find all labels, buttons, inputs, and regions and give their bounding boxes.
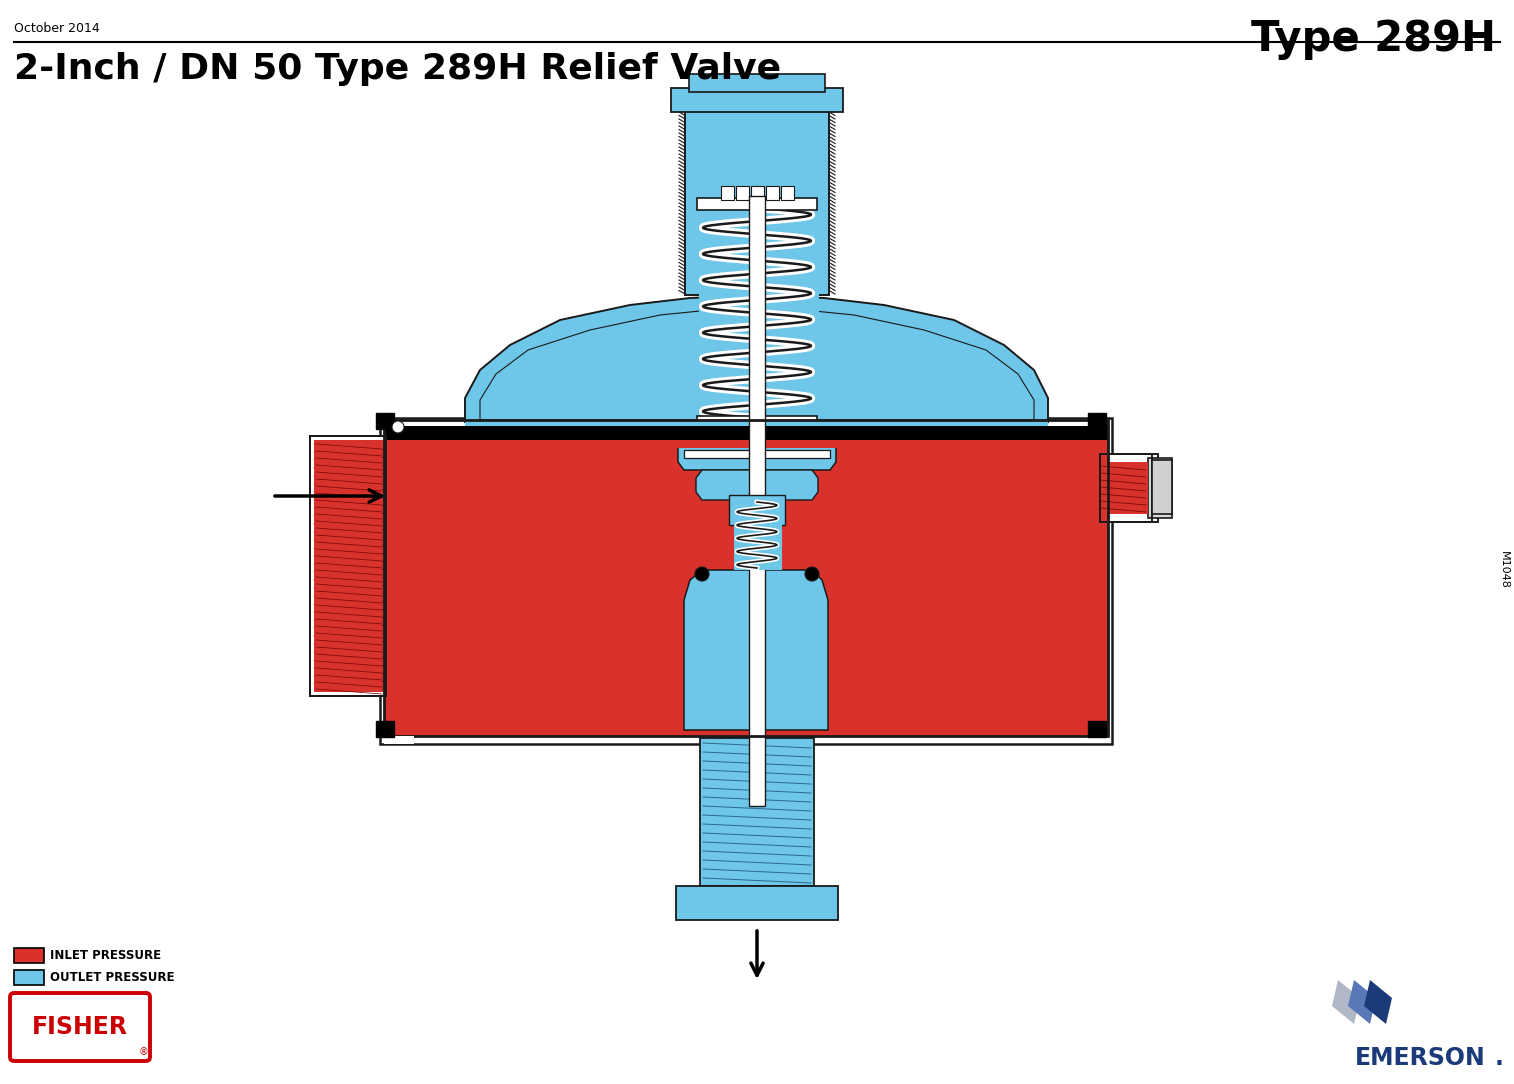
Bar	[699, 204, 819, 422]
Bar	[484, 448, 665, 454]
Text: OUTLET PRESSURE: OUTLET PRESSURE	[50, 971, 174, 984]
Bar	[385, 430, 1108, 736]
Bar	[310, 436, 386, 696]
Text: October 2014: October 2014	[14, 22, 100, 35]
Bar	[781, 186, 793, 201]
Bar	[380, 418, 1111, 744]
Bar	[689, 74, 825, 92]
Text: EMERSON: EMERSON	[1355, 1046, 1485, 1070]
Bar	[734, 500, 783, 570]
Polygon shape	[1332, 980, 1360, 1024]
Bar	[1089, 721, 1107, 737]
Bar	[385, 736, 413, 744]
Bar	[848, 448, 1028, 454]
Ellipse shape	[695, 567, 709, 581]
Bar	[1101, 454, 1158, 522]
Bar	[684, 108, 830, 295]
Bar	[696, 198, 818, 210]
Bar	[313, 440, 382, 692]
Bar	[375, 413, 394, 429]
Text: 2-Inch / DN 50 Type 289H Relief Valve: 2-Inch / DN 50 Type 289H Relief Valve	[14, 52, 781, 86]
Bar	[696, 416, 818, 428]
Polygon shape	[1364, 980, 1391, 1024]
Bar	[684, 108, 830, 295]
Bar	[730, 495, 784, 525]
Polygon shape	[480, 308, 1034, 420]
FancyBboxPatch shape	[11, 993, 150, 1061]
Text: INLET PRESSURE: INLET PRESSURE	[50, 948, 160, 962]
Polygon shape	[678, 440, 836, 470]
Ellipse shape	[392, 421, 404, 433]
Bar	[385, 440, 1108, 448]
Bar	[749, 196, 765, 806]
Ellipse shape	[805, 567, 819, 581]
Polygon shape	[392, 450, 706, 730]
Bar	[385, 420, 1108, 736]
Polygon shape	[696, 470, 818, 500]
Bar	[684, 450, 830, 459]
Bar	[1148, 459, 1172, 518]
Bar	[14, 970, 44, 985]
Bar	[721, 186, 734, 201]
Bar	[385, 426, 1108, 440]
Bar	[310, 436, 386, 696]
Bar	[671, 88, 843, 112]
Polygon shape	[465, 295, 1048, 422]
Bar	[1101, 454, 1152, 522]
Bar	[14, 948, 44, 963]
Bar	[1152, 460, 1172, 514]
Bar	[313, 440, 386, 692]
Polygon shape	[1347, 980, 1376, 1024]
Bar	[699, 738, 815, 886]
Bar	[1089, 413, 1107, 429]
Bar	[375, 721, 394, 737]
Polygon shape	[805, 450, 1101, 730]
Bar	[385, 728, 392, 744]
Text: .: .	[1494, 1046, 1503, 1070]
Polygon shape	[684, 570, 828, 730]
Bar	[465, 420, 1048, 430]
Bar	[751, 186, 765, 201]
Text: M1048: M1048	[1499, 551, 1509, 589]
Bar	[766, 186, 780, 201]
Text: FISHER: FISHER	[32, 1015, 129, 1038]
Text: ®: ®	[139, 1047, 148, 1057]
Bar	[736, 186, 749, 201]
Bar	[675, 886, 839, 920]
Text: Type 289H: Type 289H	[1251, 18, 1496, 60]
Bar	[1101, 462, 1148, 514]
